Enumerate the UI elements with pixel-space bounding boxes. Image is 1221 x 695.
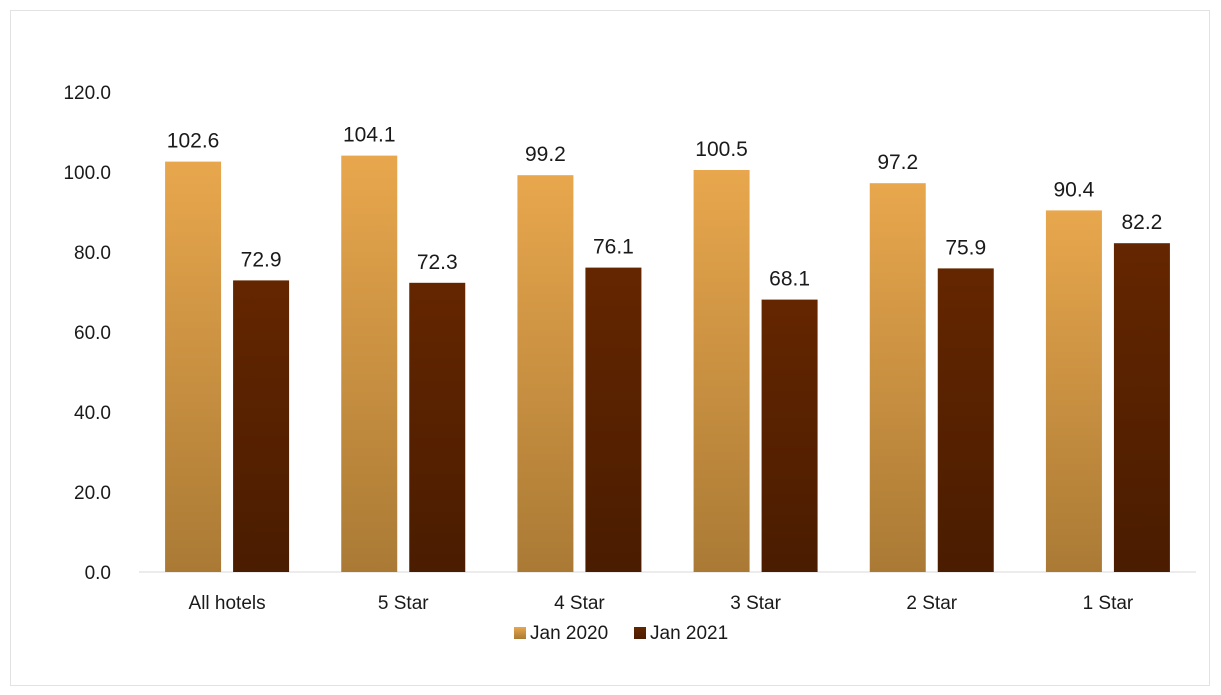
x-axis: All hotels 5 Star 4 Star 3 Star 2 Star 1 Star [139, 571, 1196, 614]
bar-jan-2020 [341, 155, 398, 572]
y-tick-label: 0.0 [85, 563, 111, 584]
bar-jan-2021 [585, 267, 642, 572]
data-label: 100.5 [695, 138, 748, 161]
bars [165, 155, 1170, 572]
bar-jan-2020 [165, 161, 222, 572]
legend: Jan 2020 Jan 2021 [514, 623, 728, 644]
x-tick-label: 5 Star [378, 593, 429, 614]
data-label: 72.9 [241, 248, 282, 271]
y-tick-label: 120.0 [63, 83, 111, 104]
data-label: 68.1 [769, 268, 810, 291]
bar-jan-2021 [233, 280, 290, 572]
legend-label: Jan 2020 [530, 623, 608, 644]
bar-jan-2021 [409, 282, 466, 572]
legend-swatch [514, 627, 526, 639]
bar-jan-2021 [761, 299, 818, 572]
y-axis: 0.0 20.0 40.0 60.0 80.0 100.0 120.0 [63, 83, 111, 584]
y-tick-label: 100.0 [63, 163, 111, 184]
y-tick-label: 60.0 [74, 323, 111, 344]
x-tick-label: 3 Star [730, 593, 781, 614]
bar-jan-2021 [1113, 243, 1170, 572]
x-tick-label: 4 Star [554, 593, 605, 614]
chart-frame: 0.0 20.0 40.0 60.0 80.0 100.0 120.0 All hotels… [10, 10, 1210, 686]
data-label: 72.3 [417, 251, 458, 274]
bar-jan-2020 [1045, 210, 1102, 572]
data-label: 82.2 [1121, 211, 1162, 234]
data-label: 104.1 [343, 124, 396, 147]
bar-jan-2020 [693, 170, 750, 572]
data-label: 76.1 [593, 236, 634, 259]
data-labels: 102.6 72.9 104.1 72.3 99.2 76.1 100.5 68.1 97.2 7… [167, 124, 1163, 291]
bar-jan-2021 [937, 268, 994, 572]
y-tick-label: 20.0 [74, 483, 111, 504]
y-tick-label: 40.0 [74, 403, 111, 424]
bar-jan-2020 [517, 175, 574, 572]
bar-chart: 0.0 20.0 40.0 60.0 80.0 100.0 120.0 All hotels… [63, 83, 1196, 644]
data-label: 75.9 [945, 236, 986, 259]
x-tick-label: All hotels [189, 593, 266, 614]
data-label: 99.2 [525, 143, 566, 166]
data-label: 102.6 [167, 130, 220, 153]
x-tick-label: 2 Star [906, 593, 957, 614]
legend-swatch [634, 627, 646, 639]
x-tick-label: 1 Star [1083, 593, 1134, 614]
y-tick-label: 80.0 [74, 243, 111, 264]
legend-label: Jan 2021 [650, 623, 728, 644]
bar-jan-2020 [869, 183, 926, 572]
data-label: 90.4 [1053, 178, 1094, 201]
data-label: 97.2 [877, 151, 918, 174]
